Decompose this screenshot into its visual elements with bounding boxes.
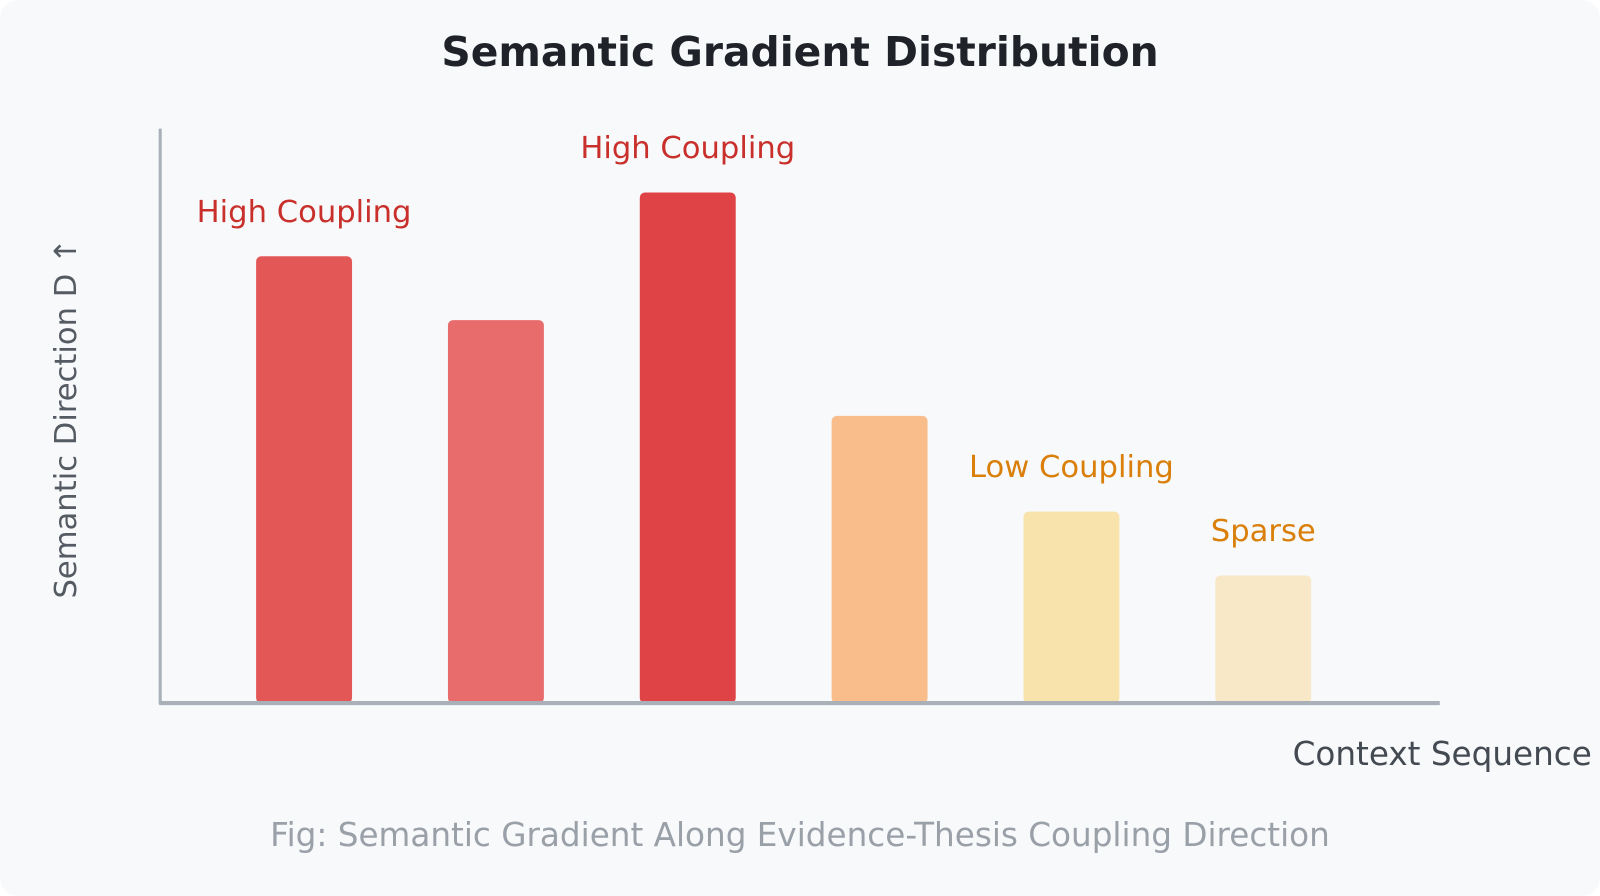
y-axis-label: Semantic Direction D ↑: [49, 238, 84, 598]
plot-area: High Coupling High Coupling Low Coupling Sp…: [197, 131, 1316, 704]
bar: [447, 320, 544, 704]
chart-title: Semantic Gradient Distribution: [441, 28, 1158, 76]
bar: [256, 256, 353, 704]
bar: [831, 415, 928, 704]
caption: Fig: Semantic Gradient Along Evidence-Th…: [270, 816, 1330, 854]
bar-annotation: Low Coupling: [969, 450, 1174, 485]
bar-annotation: Sparse: [1211, 514, 1316, 549]
bar-annotation: High Coupling: [197, 195, 412, 230]
bar: [1215, 575, 1312, 704]
x-axis-label: Context Sequence: [1293, 735, 1592, 773]
bar-annotation: High Coupling: [580, 131, 795, 166]
bar: [1023, 511, 1120, 704]
bar: [639, 192, 736, 704]
